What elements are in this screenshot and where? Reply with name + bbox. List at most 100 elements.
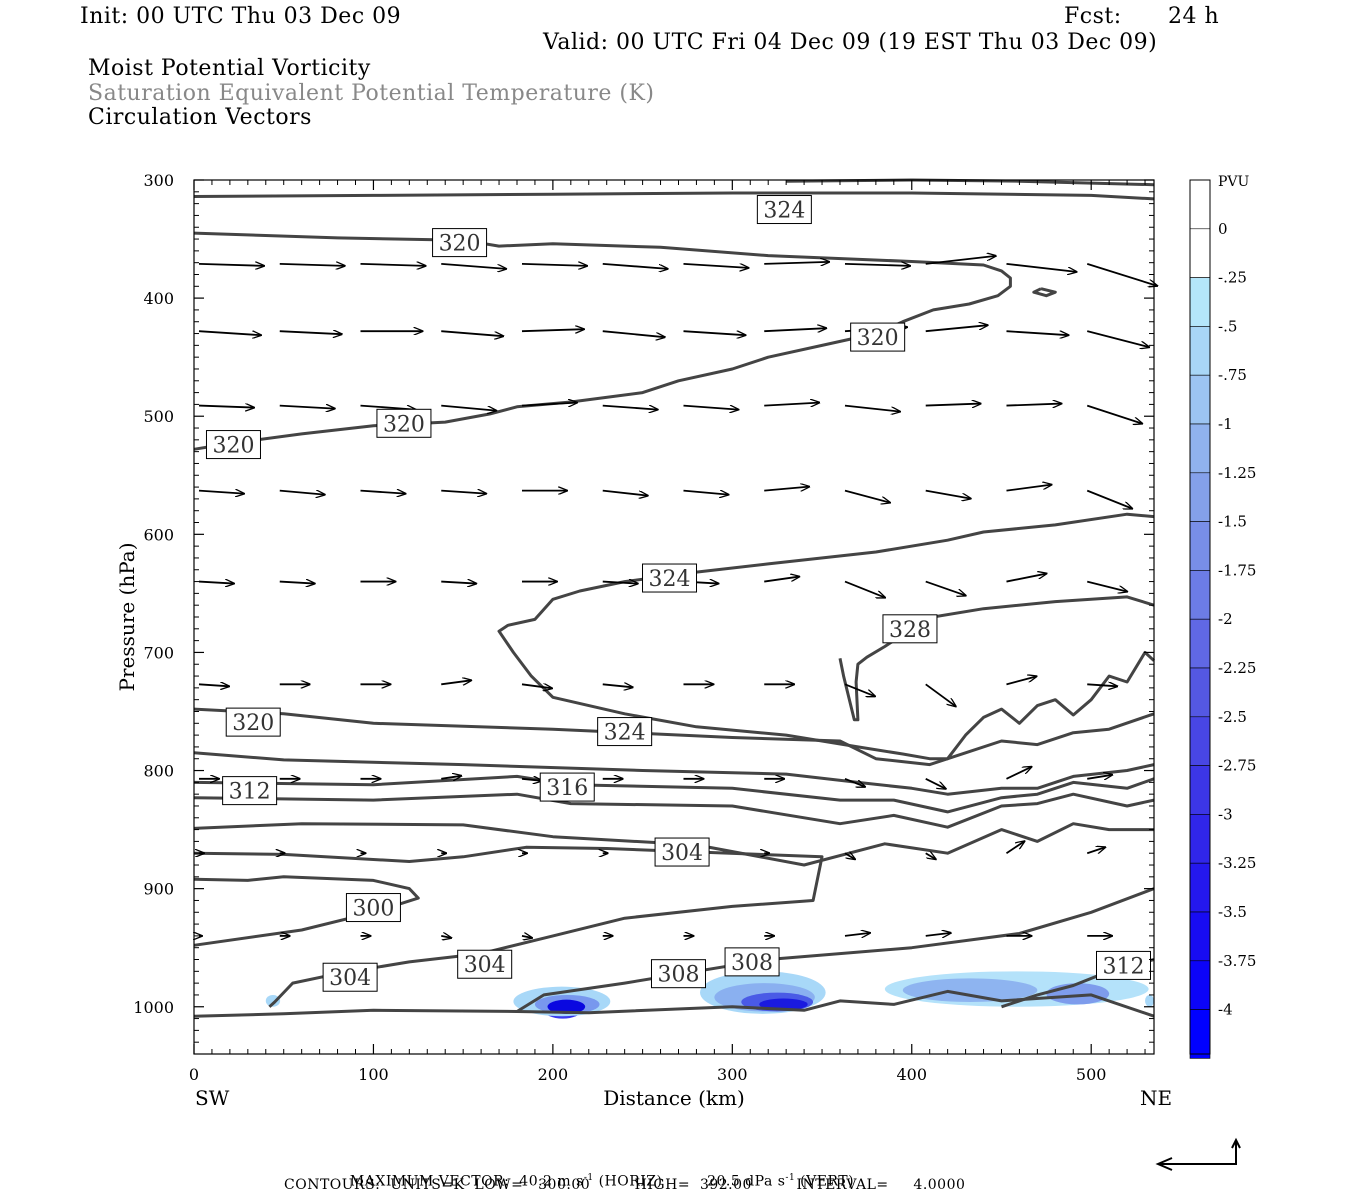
x-tick-label: 200 [538,1065,569,1084]
circulation-vector [602,330,665,337]
plot-frame [193,179,1155,1055]
theta-es-contour [193,792,1155,829]
circulation-vector [925,325,988,333]
circulation-vector [1087,775,1112,779]
theta-es-contour [1032,287,1057,298]
circulation-vector [925,256,996,265]
circulation-vector [764,262,829,264]
y-tick-label: 500 [143,407,174,426]
colorbar-cell [1189,277,1211,327]
theta-es-contours [193,178,1156,1018]
colorbar-tick-label: -2 [1218,610,1233,628]
contour-info: CONTOURS: UNITS=K LOW= 300.00 HIGH= 392.… [284,1177,966,1193]
contour-label-box [205,430,261,460]
colorbar-cell [1189,570,1211,620]
pv-patch [1046,983,1110,1005]
contour-label-box [850,322,906,352]
circulation-vector [925,683,956,706]
vert-exponent: -1 [785,1173,796,1183]
colorbar-cell [1189,472,1211,522]
theta-es-contour [193,707,1155,767]
circulation-vector [602,582,638,584]
contour-label: 308 [657,963,699,988]
field-title-mpv: Moist Potential Vorticity [88,56,371,81]
contour-labels: 324 320 320 320 320 324 328 320 324 312 316 304 300 3… [205,195,1151,992]
circulation-vector [1005,841,1024,854]
circulation-vector [683,404,738,410]
colorbar-cell [1189,862,1211,913]
contour-label-box [724,947,780,977]
circulation-vector [521,329,584,331]
colorbar-frame [1189,179,1211,1055]
contour-label: 320 [439,232,481,257]
contour-label: 320 [212,434,254,459]
colorbar-tick-label: -1.25 [1218,464,1256,482]
contour-label-box [756,195,812,225]
contour-label: 304 [661,841,703,866]
x-tick-label: 500 [1076,1065,1107,1084]
circulation-vector [925,778,946,789]
contour-label: 312 [229,780,271,805]
colorbar-tick-label: -3.25 [1218,854,1256,872]
circulation-vector [844,264,910,266]
circulation-vector [521,684,552,688]
circulation-vector [441,936,451,938]
pv-patch [1145,994,1154,1007]
theta-es-contour [786,178,1155,187]
circulation-vector [844,489,890,503]
contour-label-box [654,837,710,867]
circulation-vector [844,853,855,859]
theta-es-contour [838,595,1155,722]
contour-label: 320 [383,412,425,437]
contour-label-box [322,962,378,992]
circulation-vector [198,491,244,494]
circulation-vector [1006,767,1031,780]
contour-label: 316 [546,776,588,801]
circulation-vector [925,853,936,859]
circulation-vector [602,684,633,687]
colorbar: 0 -.25 -.5 -.75 -1 -1.25 -1.5 -1.75 -2 -2.25 -2.5 -… [1189,179,1256,1059]
contour-label: 308 [731,951,773,976]
circulation-vector [844,404,900,412]
valid-time: Valid: 00 UTC Fri 04 Dec 09 (19 EST Thu … [543,30,1158,55]
circulation-vector [1087,580,1127,592]
contour-label: 328 [889,618,931,643]
circulation-vector [844,580,885,598]
circulation-vector [1086,847,1105,855]
circulation-vector [925,404,981,406]
circulation-vector [198,582,234,584]
circulation-vector [1006,404,1061,406]
y-axis-label: Pressure (hPa) [115,543,139,692]
circulation-vector [683,489,728,495]
x-tick-label: 100 [358,1065,389,1084]
colorbar-cell [1189,521,1211,571]
colorbar-cell [1189,326,1211,376]
circulation-vector [1006,262,1076,272]
circulation-vector [602,489,648,496]
circulation-vector [1087,684,1117,686]
colorbar-cell [1189,814,1211,864]
circulation-vectors [199,256,1157,938]
circulation-vector [1006,330,1068,335]
circulation-vector [1086,262,1157,286]
colorbar-cell [1189,618,1211,669]
forecast-hours: 24 h [1168,4,1220,29]
circulation-vector [925,933,951,936]
colorbar-tick-label: -3.5 [1218,903,1247,921]
contour-label: 304 [464,953,506,978]
circulation-vector [602,404,658,410]
colorbar-tick-label: -3.75 [1218,952,1256,970]
circulation-vector [764,487,809,492]
contour-label: 324 [649,567,691,592]
contour-label-box [642,563,698,593]
colorbar-cell [1189,374,1211,425]
contour-label: 324 [604,721,646,746]
y-tick-label: 600 [143,525,174,544]
contour-label-box [222,776,278,806]
reference-vector-icon [1160,1140,1237,1165]
colorbar-cell [1189,228,1211,278]
colorbar-tick-label: -2.25 [1218,659,1256,677]
contour-label-box [539,772,595,802]
y-tick-label: 300 [143,171,174,190]
colorbar-cell [1189,960,1211,1010]
